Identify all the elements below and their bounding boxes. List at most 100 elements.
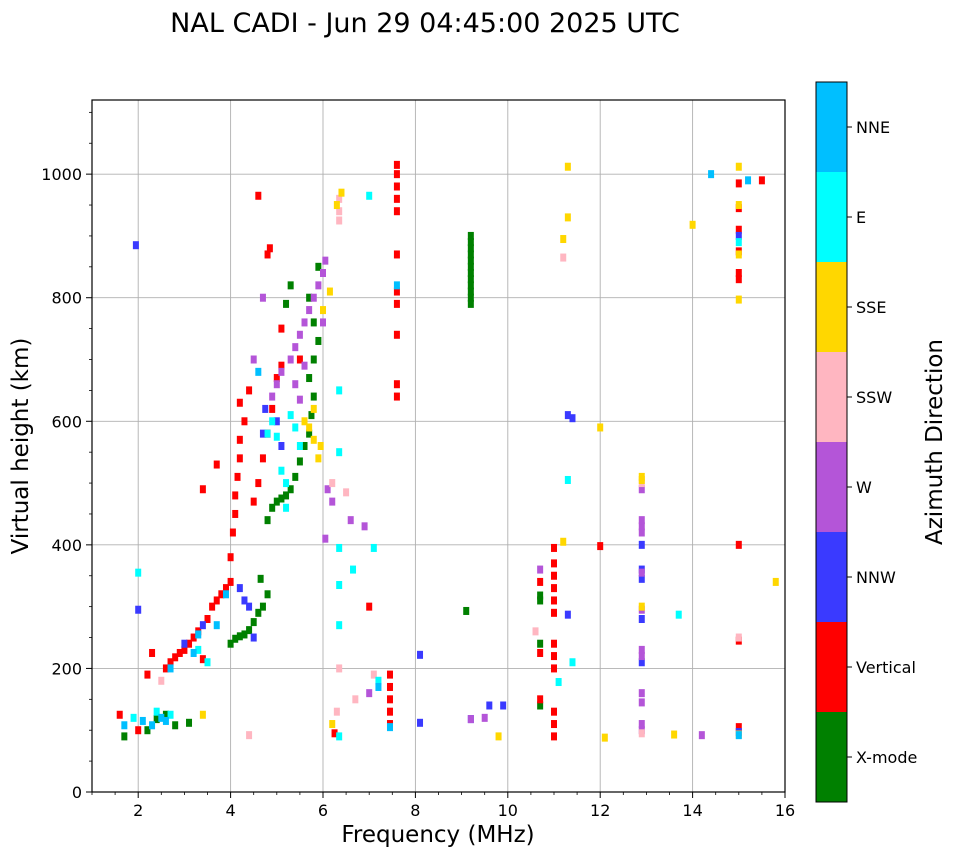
data-point (551, 639, 557, 648)
data-point (322, 534, 329, 543)
data-point (375, 676, 382, 685)
data-point (259, 602, 266, 611)
y-tick-label: 200 (51, 659, 82, 678)
data-point (308, 411, 315, 420)
data-point (283, 479, 290, 488)
data-point (537, 596, 544, 605)
data-point (278, 367, 285, 376)
data-point (296, 457, 303, 466)
data-point (551, 732, 557, 741)
colorbar-segment (816, 172, 847, 262)
data-point (735, 225, 742, 234)
data-point (551, 664, 557, 673)
data-point (336, 194, 343, 203)
x-tick-label: 14 (682, 801, 702, 820)
data-point (296, 442, 303, 450)
data-point (333, 707, 340, 716)
colorbar-labels: X-mode Vertical NNW W SSW SSE E NNE (847, 118, 917, 767)
data-point (158, 713, 165, 722)
data-point (350, 565, 357, 574)
data-point (255, 608, 262, 617)
data-point (306, 423, 313, 432)
data-point (130, 713, 137, 722)
data-point (336, 732, 343, 741)
data-point (564, 213, 571, 222)
data-point (343, 488, 350, 497)
data-point (296, 395, 303, 404)
data-point (537, 701, 544, 710)
data-point (537, 565, 544, 574)
data-point (273, 380, 280, 389)
x-tick-label: 2 (133, 801, 143, 820)
data-point (190, 648, 197, 657)
data-point (320, 269, 326, 277)
data-point (336, 207, 343, 216)
data-point (638, 516, 645, 525)
data-point (564, 610, 571, 619)
data-point (735, 295, 742, 304)
data-point (735, 269, 742, 277)
colorbar-frame (815, 81, 848, 803)
data-point (278, 324, 285, 333)
data-point (116, 710, 123, 719)
data-point (735, 238, 742, 247)
data-point (273, 432, 280, 441)
data-point (336, 581, 343, 590)
data-point (292, 380, 299, 389)
y-tick-label: 800 (51, 289, 82, 308)
y-axis-label: Virtual height (km) (8, 338, 34, 555)
plot-background (92, 100, 785, 792)
data-point (227, 553, 234, 562)
data-point (315, 281, 322, 290)
data-point (772, 577, 779, 586)
data-point (324, 485, 331, 494)
y-tick-label: 600 (51, 412, 82, 431)
data-point (158, 676, 165, 685)
data-point (393, 170, 400, 179)
data-point (329, 720, 336, 729)
data-point (292, 423, 299, 432)
data-point (467, 715, 474, 724)
data-point (241, 630, 248, 639)
data-point (222, 584, 229, 593)
data-point (320, 306, 326, 315)
data-point (199, 710, 206, 719)
azimuth-colorbar: X-mode Vertical NNW W SSW SSE E NNE Azimuth Dir… (815, 81, 948, 803)
data-point (199, 621, 206, 630)
colorbar-label: SSW (856, 388, 892, 407)
data-point (273, 374, 280, 383)
data-point (264, 429, 271, 438)
data-point (551, 543, 557, 552)
data-point (222, 590, 229, 599)
data-point (393, 250, 400, 259)
data-point (301, 318, 308, 327)
data-point (172, 653, 179, 662)
data-point (638, 652, 645, 661)
data-point (167, 658, 174, 667)
data-point (393, 182, 400, 191)
data-point (236, 435, 243, 444)
x-axis-label: Frequency (MHz) (341, 822, 534, 848)
data-point (287, 355, 294, 364)
data-point (144, 670, 151, 679)
data-point (264, 250, 271, 259)
y-tick-label: 400 (51, 536, 82, 555)
data-point (310, 318, 317, 327)
data-point (671, 730, 678, 739)
data-point (139, 716, 146, 725)
data-point (638, 645, 645, 654)
data-point (310, 355, 317, 364)
data-point (310, 293, 317, 302)
data-point (366, 191, 373, 200)
data-point (537, 695, 544, 704)
x-tick-label: 16 (775, 801, 795, 820)
data-point (283, 491, 290, 500)
data-point (315, 336, 322, 345)
data-point (495, 732, 502, 741)
data-point (229, 528, 236, 537)
data-point (551, 707, 557, 716)
data-point (347, 516, 354, 525)
data-point (331, 729, 338, 738)
data-point (257, 574, 264, 583)
